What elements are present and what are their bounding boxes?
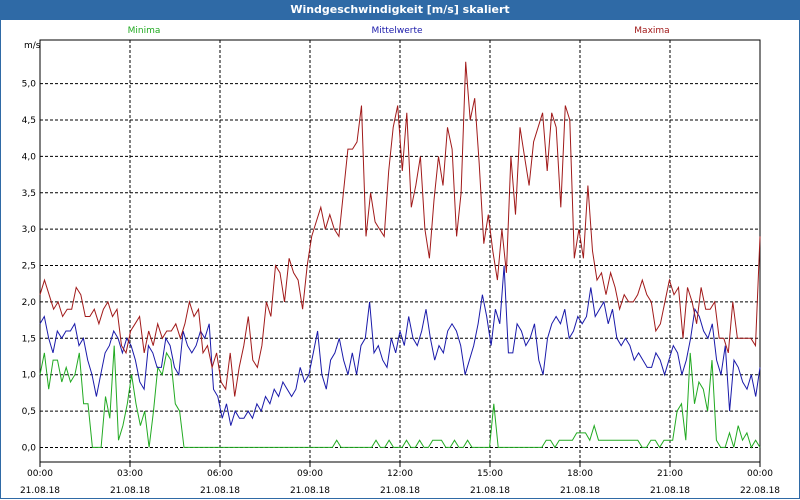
x-tick-time: 00:00 [27,469,53,479]
y-tick-label: 3,0 [22,225,37,235]
x-tick-time: 15:00 [477,469,503,479]
window-title: Windgeschwindigkeit [m/s] skaliert [0,0,800,20]
grid [40,40,760,462]
x-tick-time: 21:00 [657,469,683,479]
x-tick-date: 21.08.18 [380,486,420,496]
x-tick-time: 00:00 [747,469,773,479]
series-line-mittelwerte [39,265,761,426]
x-tick-time: 06:00 [207,469,233,479]
legend-maxima: Maxima [634,26,669,36]
y-tick-label: 5,0 [22,80,37,90]
x-tick-date: 21.08.18 [290,486,330,496]
tick-labels: 0,0 0,5 1,0 1,5 2,0 2,5 3,0 3,5 4,0 4,5 5,0 00:00 21… [20,80,780,496]
x-tick-date: 21.08.18 [110,486,150,496]
x-tick-date: 21.08.18 [560,486,600,496]
series-lines [39,61,761,449]
y-tick-label: 1,0 [22,371,37,381]
x-tick-time: 09:00 [297,469,323,479]
axes [39,39,761,467]
y-tick-label: 4,5 [22,116,36,126]
legend-minima: Minima [128,26,161,36]
x-tick-date: 21.08.18 [20,486,60,496]
y-tick-label: 1,5 [22,334,36,344]
x-tick-time: 12:00 [387,469,413,479]
series-line-minima [39,345,761,449]
x-tick-date: 21.08.18 [650,486,690,496]
y-tick-label: 0,5 [22,407,36,417]
x-tick-time: 18:00 [567,469,593,479]
legend-mittelwerte: Mittelwerte [371,26,422,36]
x-tick-date: 21.08.18 [200,486,240,496]
x-tick-date: 22.08.18 [740,486,780,496]
x-tick-date: 21.08.18 [470,486,510,496]
y-tick-label: 2,5 [22,262,36,272]
y-axis-unit: m/s [24,41,41,51]
series-line-maxima [39,61,761,397]
x-tick-time: 03:00 [117,469,143,479]
plot-area-border [39,39,761,463]
y-tick-label: 2,0 [22,298,37,308]
y-tick-label: 0,0 [22,443,37,453]
y-tick-label: 4,0 [22,152,37,162]
wind-speed-chart: 0,0 0,5 1,0 1,5 2,0 2,5 3,0 3,5 4,0 4,5 5,0 00:00 21… [20,26,780,496]
y-tick-label: 3,5 [22,189,36,199]
